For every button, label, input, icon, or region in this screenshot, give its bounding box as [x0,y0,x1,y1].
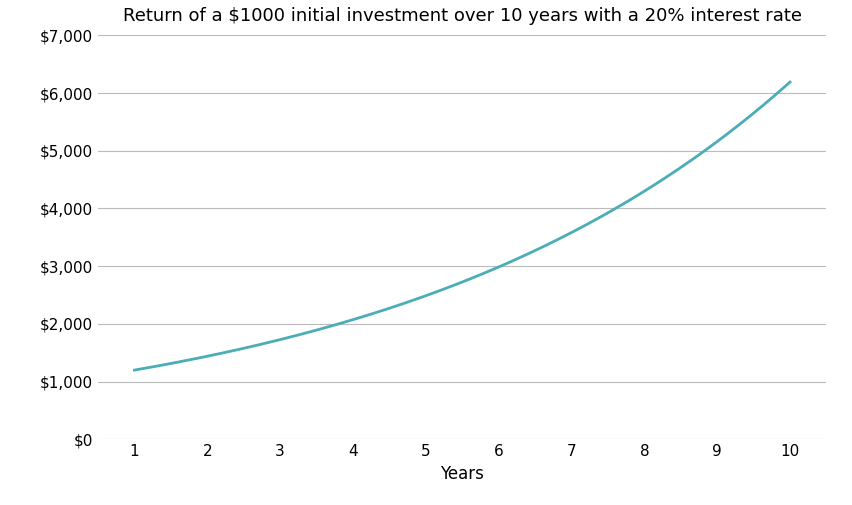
Title: Return of a $1000 initial investment over 10 years with a 20% interest rate: Return of a $1000 initial investment ove… [123,8,802,25]
X-axis label: Years: Years [440,465,484,483]
